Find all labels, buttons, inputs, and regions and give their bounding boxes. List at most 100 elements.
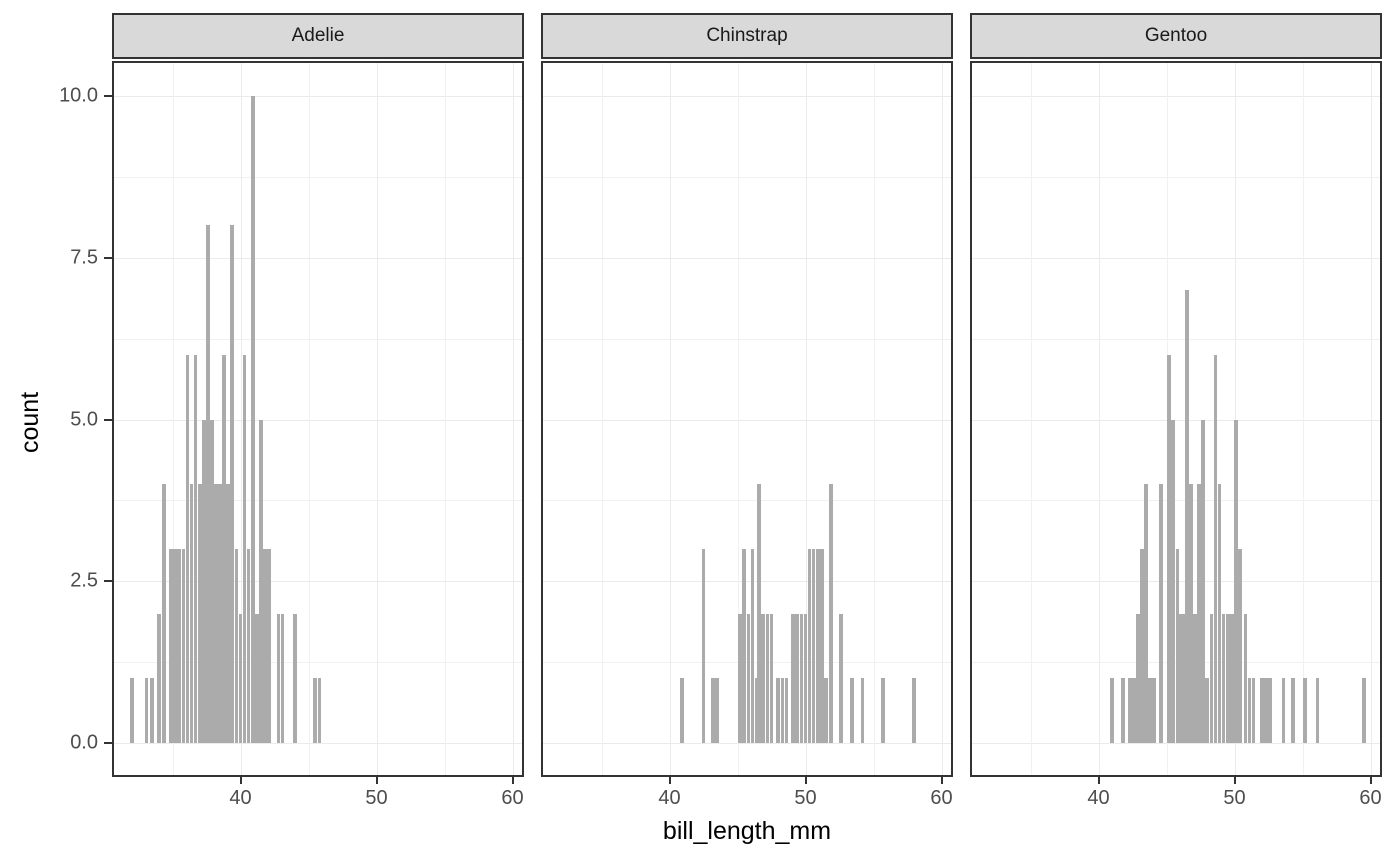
gridline-horizontal-major — [543, 257, 951, 259]
panel-inner — [114, 63, 522, 775]
gridline-horizontal-minor — [543, 500, 951, 502]
x-tick-label: 60 — [930, 787, 953, 809]
histogram-bar — [1251, 678, 1256, 743]
histogram-bar — [1175, 548, 1180, 743]
histogram-bar — [238, 613, 243, 743]
histogram-bar — [819, 548, 824, 743]
gridline-vertical-major — [512, 63, 514, 775]
facet-strip: Chinstrap — [541, 13, 953, 59]
histogram-bar — [746, 613, 751, 743]
histogram-bar — [259, 419, 263, 743]
histogram-bar — [193, 354, 198, 743]
gridline-vertical-minor — [601, 63, 603, 775]
gridline-horizontal-major — [114, 743, 522, 744]
histogram-bar — [263, 548, 267, 743]
histogram-bar — [254, 613, 259, 743]
histogram-bar — [750, 548, 755, 743]
y-tick — [104, 256, 112, 259]
gridline-vertical-minor — [1302, 63, 1304, 775]
histogram-bar — [791, 613, 796, 743]
histogram-bar — [162, 484, 167, 743]
histogram-bar — [1193, 613, 1197, 743]
histogram-bar — [715, 678, 719, 743]
histogram-bar — [1229, 613, 1234, 743]
histogram-bar — [912, 678, 917, 743]
histogram-bar — [230, 225, 235, 743]
y-axis-title: count — [16, 391, 44, 453]
x-tick-label: 50 — [1223, 787, 1246, 809]
histogram-bar — [1315, 678, 1320, 743]
histogram-bar — [807, 548, 812, 743]
histogram-bar — [1136, 613, 1140, 743]
y-tick — [104, 95, 112, 97]
facet-panel — [112, 61, 524, 777]
histogram-bar — [1171, 419, 1176, 743]
histogram-bar — [799, 613, 804, 743]
gridline-horizontal-major — [114, 419, 522, 421]
histogram-bar — [754, 678, 759, 743]
gridline-horizontal-minor — [972, 338, 1380, 340]
histogram-bar — [1148, 678, 1153, 743]
histogram-bar — [795, 613, 800, 743]
histogram-bar — [780, 678, 785, 743]
x-tick — [1369, 777, 1372, 784]
y-tick — [104, 580, 112, 583]
x-tick-label: 50 — [794, 787, 817, 809]
gridline-horizontal-major — [543, 96, 951, 97]
gridline-horizontal-minor — [114, 662, 522, 664]
histogram-bar — [1263, 678, 1268, 743]
gridline-vertical-major — [669, 63, 671, 775]
histogram-bar — [150, 678, 154, 743]
histogram-bar — [761, 613, 766, 743]
histogram-bar — [177, 548, 182, 743]
histogram-bar — [1189, 484, 1193, 743]
gridline-vertical-major — [376, 63, 378, 775]
x-tick — [940, 777, 943, 784]
gridline-horizontal-major — [114, 581, 522, 583]
histogram-bar — [776, 678, 781, 743]
histogram-bar — [1267, 678, 1272, 743]
histogram-bar — [765, 613, 770, 743]
histogram-bar — [214, 484, 218, 743]
histogram-bar — [185, 354, 190, 743]
facet-strip-label: Gentoo — [1144, 25, 1208, 46]
histogram-bar — [1167, 354, 1172, 743]
gridline-horizontal-minor — [114, 338, 522, 340]
histogram-bar — [201, 419, 206, 743]
y-tick-label: 10.0 — [59, 84, 98, 107]
histogram-bar — [738, 613, 743, 743]
histogram-bar — [1233, 419, 1238, 743]
histogram-bar — [1185, 290, 1189, 743]
histogram-bar — [205, 225, 210, 743]
histogram-bar — [1243, 613, 1248, 743]
facet-strip: Adelie — [112, 13, 524, 59]
histogram-bar — [210, 419, 214, 743]
histogram-bar — [173, 548, 178, 743]
histogram-bar — [1238, 548, 1242, 743]
histogram-bar — [1221, 613, 1226, 743]
histogram-bar — [1131, 678, 1136, 743]
y-tick-label: 2.5 — [70, 569, 98, 592]
histogram-bar — [1178, 613, 1182, 743]
y-tick-label: 5.0 — [70, 408, 98, 430]
histogram-bar — [1213, 354, 1218, 743]
x-tick — [511, 777, 514, 784]
histogram-bar — [1217, 484, 1222, 743]
gridline-horizontal-major — [972, 419, 1380, 421]
histogram-bar — [784, 678, 789, 743]
histogram-bar — [1247, 678, 1252, 743]
histogram-bar — [293, 613, 297, 743]
gridline-vertical-minor — [444, 63, 446, 775]
histogram-bar — [849, 678, 854, 743]
panel-inner — [543, 63, 951, 775]
gridline-vertical-major — [1370, 63, 1372, 775]
histogram-bar — [1121, 678, 1125, 743]
histogram-bar — [1361, 678, 1366, 743]
histogram-bar — [129, 678, 134, 743]
histogram-bar — [1197, 484, 1201, 743]
gridline-horizontal-minor — [114, 176, 522, 178]
histogram-bar — [824, 678, 828, 743]
facet-panel — [970, 61, 1382, 777]
x-tick — [375, 777, 378, 784]
